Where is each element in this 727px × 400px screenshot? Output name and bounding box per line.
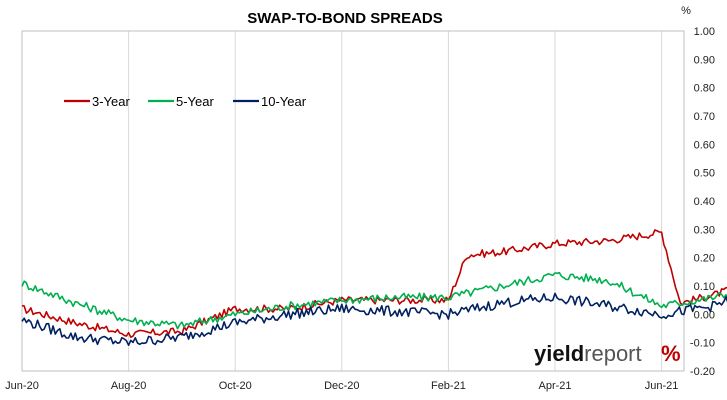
logo-percent-symbol: % [661,341,681,366]
legend-label: 5-Year [176,94,214,109]
x-tick-label: Aug-20 [111,380,146,392]
x-tick-label: Apr-21 [538,380,571,392]
y-tick-label: -0.10 [690,338,715,350]
y-tick-label: 0.60 [694,139,715,151]
series-line-10-year [21,292,727,346]
y-tick-label: 0.10 [694,281,715,293]
y-tick-label: -0.20 [690,366,715,378]
chart-title: SWAP-TO-BOND SPREADS [247,10,443,27]
x-tick-label: Oct-20 [219,380,252,392]
y-axis-unit-label: % [681,5,691,17]
logo-word-yield: yield [534,341,584,366]
y-tick-label: 0.20 [694,253,715,265]
y-tick-label: 0.40 [694,196,715,208]
x-tick-label: Dec-20 [324,380,359,392]
legend: 3-Year 5-Year 10-Year [64,94,307,109]
plot-area-border [21,30,685,372]
legend-label: 10-Year [261,94,307,109]
x-tick-label: Feb-21 [431,380,466,392]
y-axis-tick-labels: -0.20 -0.10 0.00 0.10 0.20 0.30 0.40 0.50 0.60 0.… [690,26,715,378]
x-axis-tick-labels: Jun-20 Aug-20 Oct-20 Dec-20 Feb-21 Apr-21 Jun-… [5,380,679,392]
yieldreport-logo: yieldreport % [534,341,681,366]
y-tick-label: 0.50 [694,168,715,180]
logo-wordmark: yieldreport [534,341,642,366]
y-tick-label: 0.80 [694,83,715,95]
y-tick-label: 0.30 [694,224,715,236]
series-line-5-year [21,271,727,330]
y-tick-label: 1.00 [694,26,715,38]
series-lines [21,229,727,346]
series-line-3-year [21,229,727,338]
y-tick-label: 0.90 [694,54,715,66]
x-tick-label: Jun-21 [645,380,679,392]
x-tick-label: Jun-20 [5,380,39,392]
legend-label: 3-Year [92,94,130,109]
y-tick-label: 0.70 [694,111,715,123]
y-tick-label: 0.00 [694,309,715,321]
logo-word-report: report [584,341,641,366]
